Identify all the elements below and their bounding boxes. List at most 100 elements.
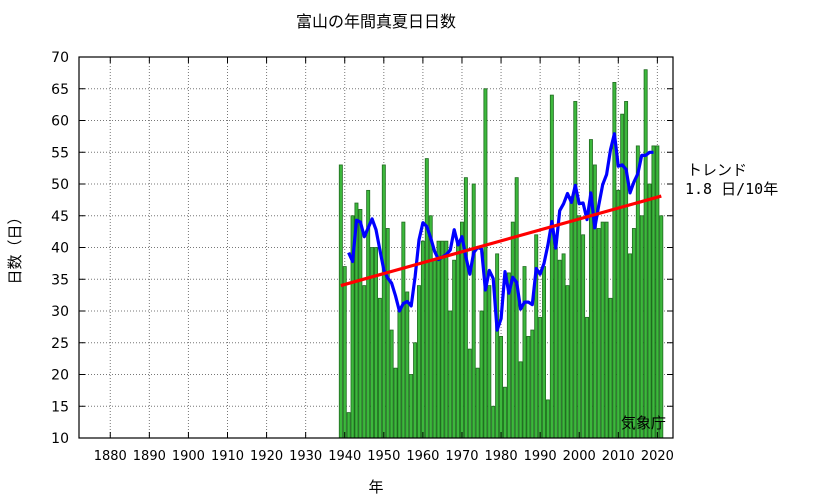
bar-2010	[616, 189, 621, 439]
bar-1939	[338, 164, 343, 439]
bar-1966	[444, 240, 449, 439]
x-tick-label: 1880	[94, 449, 127, 464]
bar-1972	[467, 348, 472, 439]
y-tick-label: 50	[51, 177, 69, 193]
bar-1960	[420, 240, 425, 439]
bar-2000	[577, 215, 582, 439]
bar-2013	[628, 253, 632, 439]
bar-1992	[545, 399, 550, 439]
x-tick-label: 1920	[250, 449, 283, 464]
bar-1998	[569, 196, 574, 439]
bar-1975	[479, 310, 484, 439]
bar-1950	[381, 164, 386, 439]
bar-1991	[542, 266, 547, 439]
x-tick-label: 1990	[524, 449, 557, 464]
y-tick-label: 25	[51, 336, 69, 352]
y-tick-label: 40	[51, 241, 69, 257]
bar-1979	[495, 253, 500, 439]
x-tick-label: 1950	[367, 449, 400, 464]
trend-rate-label: 1.8 日/10年	[685, 180, 778, 198]
bar-1940	[342, 266, 347, 439]
bar-1962	[428, 215, 433, 439]
bar-1951	[385, 228, 390, 439]
x-tick-label: 1890	[133, 449, 166, 464]
bar-2012	[624, 101, 629, 439]
bar-2003	[588, 139, 593, 439]
x-axis-ticks: 1880 1890 1900 1910 1920 1930 1940 1950 1960 1970…	[94, 57, 674, 464]
bar-1957	[409, 374, 414, 439]
bar-1973	[471, 183, 476, 439]
bar-2007	[604, 221, 609, 439]
bar-2018	[647, 183, 652, 439]
bar-1964	[436, 240, 441, 439]
x-tick-label: 1980	[485, 449, 518, 464]
bar-1967	[448, 310, 453, 439]
bar-1968	[452, 259, 457, 439]
watermark: 気象庁	[621, 414, 666, 432]
bar-1959	[417, 285, 421, 439]
x-tick-label: 1900	[172, 449, 205, 464]
bar-1961	[424, 158, 429, 439]
bar-1988	[530, 329, 535, 439]
x-tick-label: 1910	[211, 449, 244, 464]
bar-1982	[506, 272, 511, 439]
bar-1993	[549, 94, 554, 439]
bar-2008	[608, 297, 613, 439]
bar-1974	[475, 367, 480, 439]
moving-average-line	[347, 132, 654, 332]
bar-2017	[643, 69, 648, 439]
y-tick-label: 20	[51, 368, 69, 384]
bar-1981	[502, 386, 507, 439]
bar-2005	[596, 228, 601, 439]
y-tick-label: 60	[51, 114, 69, 130]
bar-1944	[358, 208, 363, 439]
bar-2020	[655, 145, 660, 439]
chart-title: 富山の年間真夏日日数	[296, 12, 456, 31]
bar-1984	[514, 177, 519, 439]
bars	[338, 69, 664, 439]
bar-1952	[389, 329, 394, 439]
bar-1970	[460, 221, 464, 439]
bar-2016	[639, 215, 644, 439]
y-tick-label: 70	[51, 50, 69, 66]
x-tick-label: 2010	[602, 449, 635, 464]
x-tick-label: 1940	[328, 449, 361, 464]
y-tick-label: 45	[51, 209, 69, 225]
bar-1958	[413, 342, 418, 439]
bar-1954	[397, 310, 402, 439]
bar-1969	[456, 240, 461, 439]
bar-1949	[377, 297, 382, 439]
y-axis-label: 日数（日）	[6, 209, 24, 284]
bar-2001	[581, 234, 586, 439]
bar-2015	[635, 145, 640, 439]
bar-1983	[510, 221, 515, 439]
y-tick-label: 30	[51, 304, 69, 320]
y-tick-label: 55	[51, 145, 69, 161]
bar-1986	[522, 266, 527, 439]
bar-1985	[518, 361, 523, 439]
bar-1945	[362, 285, 367, 439]
bar-1987	[526, 335, 531, 439]
bar-1956	[405, 291, 410, 439]
y-tick-label: 10	[51, 431, 69, 447]
bar-2014	[631, 228, 636, 439]
x-tick-label: 1970	[445, 449, 478, 464]
y-axis-ticks: 10 15 20 25 30 35 40 45 50 55 60 65 70	[51, 50, 673, 447]
bar-2011	[620, 113, 625, 439]
bar-1977	[487, 285, 492, 439]
bar-1996	[561, 253, 566, 439]
bar-1997	[565, 285, 570, 439]
y-tick-label: 35	[51, 272, 69, 288]
bar-1941	[346, 412, 351, 439]
series-lines	[340, 132, 662, 332]
bar-1955	[401, 221, 406, 439]
bar-1980	[499, 335, 504, 439]
trend-label: トレンド	[687, 161, 747, 179]
bar-1978	[491, 405, 496, 439]
x-tick-label: 2020	[641, 449, 674, 464]
bar-1971	[463, 177, 468, 439]
bar-2006	[600, 221, 605, 439]
bar-1994	[553, 247, 558, 439]
bar-1953	[393, 367, 398, 439]
